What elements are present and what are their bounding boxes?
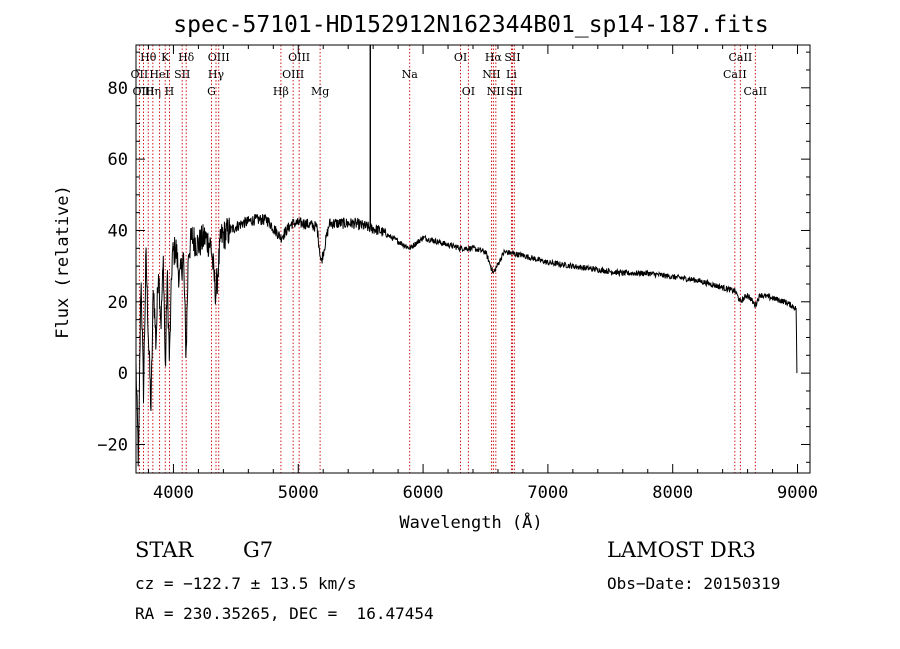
line-label: OI [454, 51, 467, 64]
line-label: Na [402, 68, 419, 81]
line-label: CaII [723, 68, 747, 81]
y-tick-label: 40 [108, 221, 128, 241]
line-label: Hδ [178, 51, 195, 64]
coordinates: RA = 230.35265, DEC = 16.47454 [135, 604, 434, 623]
line-label: Hγ [208, 68, 225, 81]
line-label: Mg [311, 85, 329, 98]
line-label: Li [506, 68, 517, 81]
x-tick-label: 5000 [278, 483, 319, 503]
survey-name: LAMOST DR3 [607, 538, 756, 562]
y-tick-label: 20 [108, 293, 128, 313]
line-label: K [161, 51, 170, 64]
y-tick-label: 60 [108, 150, 128, 170]
subclass: G7 [243, 538, 274, 562]
x-tick-label: 8000 [652, 483, 693, 503]
observation-date: Obs−Date: 20150319 [607, 574, 781, 593]
line-label: H [165, 85, 175, 98]
plot-frame [135, 44, 811, 474]
x-tick-label: 7000 [527, 483, 568, 503]
axis-ticks: 4000 5000 6000 7000 8000 9000 −20 0 20 40 60 80 [97, 45, 818, 503]
line-label: CaII [729, 51, 753, 64]
y-tick-label: 80 [108, 79, 128, 99]
line-label: Hη [145, 85, 161, 98]
line-label: CaII [743, 85, 767, 98]
line-label: OIII [282, 68, 304, 81]
spectrum-line [135, 214, 798, 467]
y-axis-label: Flux (relative) [53, 185, 73, 339]
line-label: OIII [288, 51, 310, 64]
line-label: Hθ [140, 51, 157, 64]
line-label: HeI [149, 68, 169, 81]
line-label: Hα [485, 51, 503, 64]
line-label: SII [504, 51, 520, 64]
x-tick-label: 6000 [403, 483, 444, 503]
line-label: NII [482, 68, 500, 81]
line-label: Hβ [273, 85, 289, 98]
line-label: OIII [208, 51, 230, 64]
x-tick-label: 4000 [153, 483, 194, 503]
spectrum-series [135, 45, 798, 467]
object-class: STAR [135, 538, 194, 562]
x-axis-label: Wavelength (Å) [399, 511, 542, 533]
line-label: OI [462, 85, 475, 98]
line-label: G [207, 85, 216, 98]
y-tick-label: 0 [118, 364, 128, 384]
x-tick-label: 9000 [777, 483, 818, 503]
redshift-cz: cz = −122.7 ± 13.5 km/s [135, 574, 357, 593]
line-label: SII [174, 68, 190, 81]
line-label: NII [487, 85, 505, 98]
chart-title: spec-57101-HD152912N162344B01_sp14-187.f… [173, 12, 768, 38]
line-label: SII [506, 85, 522, 98]
y-tick-label: −20 [97, 435, 128, 455]
